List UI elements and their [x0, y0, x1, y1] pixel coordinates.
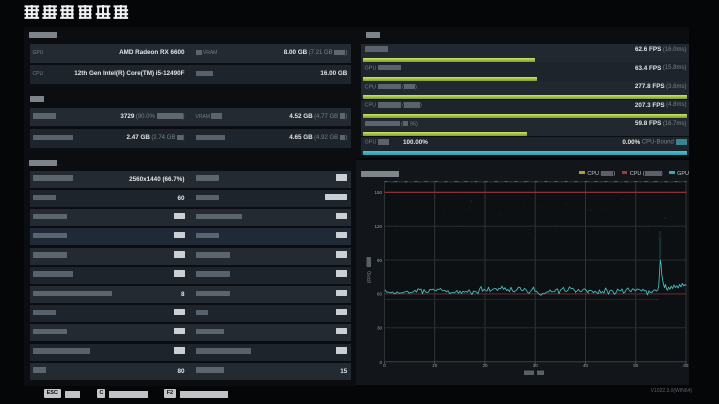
svg-text:(FPS): (FPS): [367, 271, 372, 283]
svg-text:60: 60: [683, 363, 689, 368]
svg-text:150: 150: [374, 190, 382, 195]
svg-text:0: 0: [379, 360, 382, 365]
svg-text:0: 0: [383, 363, 386, 368]
svg-text:90: 90: [377, 258, 383, 263]
svg-text:30: 30: [533, 363, 539, 368]
svg-text:20: 20: [482, 363, 488, 368]
svg-text:120: 120: [374, 224, 382, 229]
svg-text:30: 30: [377, 326, 383, 331]
svg-text:60: 60: [377, 292, 383, 297]
svg-text:40: 40: [583, 363, 589, 368]
svg-text:10: 10: [432, 363, 438, 368]
svg-text:50: 50: [633, 363, 639, 368]
